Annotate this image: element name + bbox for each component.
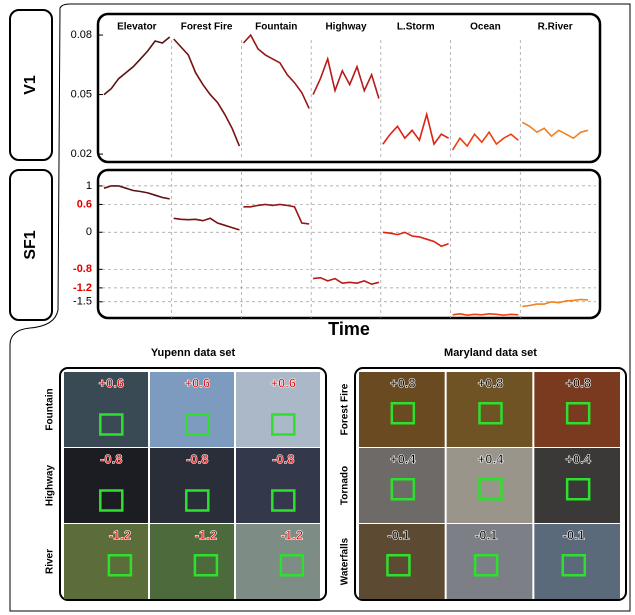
series-line bbox=[522, 298, 589, 308]
detection-box bbox=[185, 413, 210, 436]
score-label: +0.8 bbox=[565, 375, 591, 390]
detection-box bbox=[561, 554, 587, 577]
score-label: +0.6 bbox=[98, 375, 124, 390]
y-tick-label: 0.05 bbox=[71, 88, 92, 100]
image-thumbnail bbox=[446, 524, 533, 599]
segment-title: R.River bbox=[538, 22, 573, 33]
segment-title: Fountain bbox=[255, 22, 297, 33]
series-line bbox=[243, 203, 310, 225]
detection-box bbox=[193, 554, 219, 577]
segment-title: Ocean bbox=[470, 22, 501, 33]
score-label: -1.2 bbox=[195, 527, 217, 542]
series-line bbox=[312, 56, 380, 99]
image-thumbnail bbox=[359, 524, 445, 599]
image-thumbnail bbox=[446, 372, 533, 447]
detection-box bbox=[478, 478, 503, 501]
image-thumbnail bbox=[64, 524, 148, 599]
row-label: River bbox=[45, 549, 56, 574]
score-label: +0.8 bbox=[390, 375, 416, 390]
y-axis-label: V1 bbox=[22, 75, 39, 95]
series-line bbox=[382, 111, 449, 146]
segment-title: Elevator bbox=[117, 22, 157, 33]
segment-title: Highway bbox=[325, 22, 367, 33]
row-label: Fountain bbox=[45, 388, 56, 430]
series-line bbox=[313, 276, 380, 286]
detection-box bbox=[473, 554, 499, 577]
score-label: -1.2 bbox=[281, 527, 303, 542]
v1-label-box bbox=[9, 9, 53, 161]
x-axis-label: Time bbox=[328, 319, 370, 339]
score-label: -0.1 bbox=[387, 527, 409, 542]
detection-box bbox=[386, 554, 411, 577]
detection-box bbox=[185, 489, 210, 512]
score-label: -0.8 bbox=[272, 451, 294, 466]
grid-title: Maryland data set bbox=[444, 347, 537, 359]
detection-box bbox=[279, 554, 305, 577]
score-label: -0.1 bbox=[563, 527, 585, 542]
series-line bbox=[103, 36, 171, 96]
score-label: +0.4 bbox=[390, 451, 416, 466]
plot-frame bbox=[96, 168, 602, 320]
score-label: +0.4 bbox=[565, 451, 591, 466]
score-label: -1.2 bbox=[109, 527, 131, 542]
score-label: -0.8 bbox=[100, 451, 122, 466]
series-line bbox=[173, 38, 241, 147]
y-tick-label: 0.02 bbox=[71, 148, 92, 160]
y-axis-label: SF1 bbox=[22, 230, 39, 259]
score-label: +0.6 bbox=[270, 375, 296, 390]
detection-box bbox=[99, 413, 124, 436]
row-label: Waterfalls bbox=[340, 537, 351, 585]
image-thumbnail bbox=[534, 372, 620, 447]
row-label: Highway bbox=[45, 465, 56, 507]
grid-title: Yupenn data set bbox=[151, 347, 236, 359]
score-label: +0.8 bbox=[478, 375, 504, 390]
image-thumbnail bbox=[359, 448, 445, 523]
score-label: +0.4 bbox=[478, 451, 504, 466]
detection-box bbox=[271, 489, 296, 512]
series-line bbox=[452, 312, 519, 317]
segment-title: L.Storm bbox=[397, 22, 435, 33]
detection-box bbox=[390, 402, 416, 425]
detection-box bbox=[565, 402, 591, 425]
image-thumbnail bbox=[446, 448, 533, 523]
y-tick-label: -0.8 bbox=[73, 263, 92, 275]
series-line bbox=[451, 130, 519, 151]
row-label: Tornado bbox=[340, 466, 351, 505]
detection-box bbox=[107, 554, 133, 577]
detection-box bbox=[478, 402, 503, 425]
y-tick-label: 0.08 bbox=[71, 29, 92, 41]
series-line bbox=[382, 231, 449, 248]
sf1-label-box bbox=[9, 169, 53, 321]
image-thumbnail bbox=[236, 524, 320, 599]
y-tick-label: -1.5 bbox=[73, 296, 92, 308]
score-label: +0.6 bbox=[184, 375, 210, 390]
y-tick-label: 0.6 bbox=[77, 198, 92, 210]
detection-box bbox=[390, 478, 416, 501]
score-label: -0.8 bbox=[186, 451, 208, 466]
series-line bbox=[103, 185, 170, 200]
detection-box bbox=[271, 413, 296, 436]
y-tick-label: 1 bbox=[86, 180, 92, 192]
series-line bbox=[173, 217, 240, 231]
score-label: -0.1 bbox=[475, 527, 497, 542]
image-thumbnail bbox=[534, 448, 620, 523]
image-thumbnail bbox=[150, 524, 234, 599]
y-tick-label: -1.2 bbox=[73, 282, 92, 294]
image-thumbnail bbox=[534, 524, 620, 599]
series-line bbox=[242, 33, 310, 109]
segment-title: Forest Fire bbox=[181, 22, 233, 33]
y-tick-label: 0 bbox=[86, 226, 92, 238]
detection-box bbox=[99, 489, 124, 512]
plot-frame bbox=[96, 12, 602, 164]
detection-box bbox=[565, 478, 591, 501]
series-line bbox=[521, 121, 589, 140]
image-thumbnail bbox=[359, 372, 445, 447]
outline bbox=[9, 3, 631, 612]
row-label: Forest Fire bbox=[340, 383, 351, 435]
